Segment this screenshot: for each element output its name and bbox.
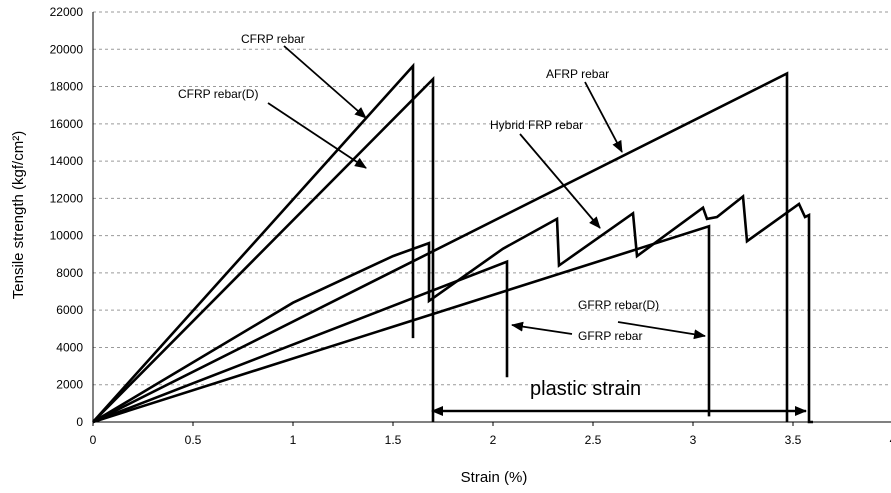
y-tick-label: 16000 — [50, 117, 84, 131]
afrp-arrow — [584, 81, 623, 153]
y-tick-label: 4000 — [56, 340, 83, 354]
cfrp-label: CFRP rebar — [241, 32, 305, 46]
x-tick-label: 1 — [290, 433, 297, 447]
cfrp-arrow — [283, 45, 367, 119]
x-tick-label: 3.5 — [785, 433, 802, 447]
x-tick-label: 3 — [690, 433, 697, 447]
series-line-5 — [92, 259, 509, 424]
afrp-label: AFRP rebar — [546, 67, 609, 81]
cfrp-d-label: CFRP rebar(D) — [178, 87, 258, 101]
hybrid-label: Hybrid FRP rebar — [490, 118, 583, 132]
series-line-6 — [92, 224, 711, 424]
y-tick-label: 8000 — [56, 266, 83, 280]
y-tick-label: 22000 — [50, 5, 84, 19]
x-tick-label: 2 — [490, 433, 497, 447]
y-tick-label: 10000 — [50, 229, 84, 243]
y-tick-label: 18000 — [50, 80, 84, 94]
y-tick-label: 6000 — [56, 303, 83, 317]
x-tick-label: 0.5 — [185, 433, 202, 447]
hybrid-arrow — [519, 133, 601, 229]
x-tick-label: 0 — [90, 433, 97, 447]
series-line-1 — [92, 62, 415, 423]
series-line-3 — [92, 71, 789, 424]
series-line-2 — [92, 75, 435, 423]
annotation-layer: CFRP rebar CFRP rebar(D) AFRP rebar Hybrid … — [178, 32, 807, 416]
y-tick-label: 20000 — [50, 42, 84, 56]
y-tick-label: 2000 — [56, 378, 83, 392]
x-axis-title: Strain (%) — [461, 469, 528, 486]
gfrp-d-arrow — [617, 321, 706, 340]
x-tick-label: 4 — [890, 433, 891, 447]
series-line-4 — [92, 193, 813, 424]
y-tick-label: 14000 — [50, 154, 84, 168]
gfrp-d-label: GFRP rebar(D) — [578, 298, 659, 312]
cfrp-d-arrow — [267, 102, 367, 169]
series-layer — [92, 62, 813, 424]
grid — [93, 11, 891, 386]
y-axis-title: Tensile strength (kgf/cm²) — [10, 131, 27, 299]
y-tick-label: 12000 — [50, 191, 84, 205]
gfrp-arrow — [511, 321, 573, 335]
x-tick-label: 2.5 — [585, 433, 602, 447]
plastic-strain-label: plastic strain — [530, 378, 641, 400]
axes: 0 2000 4000 6000 8000 10000 12000 14000 16000 180… — [50, 5, 891, 447]
x-tick-label: 1.5 — [385, 433, 402, 447]
y-tick-label: 0 — [76, 415, 83, 429]
gfrp-label: GFRP rebar — [578, 329, 642, 343]
